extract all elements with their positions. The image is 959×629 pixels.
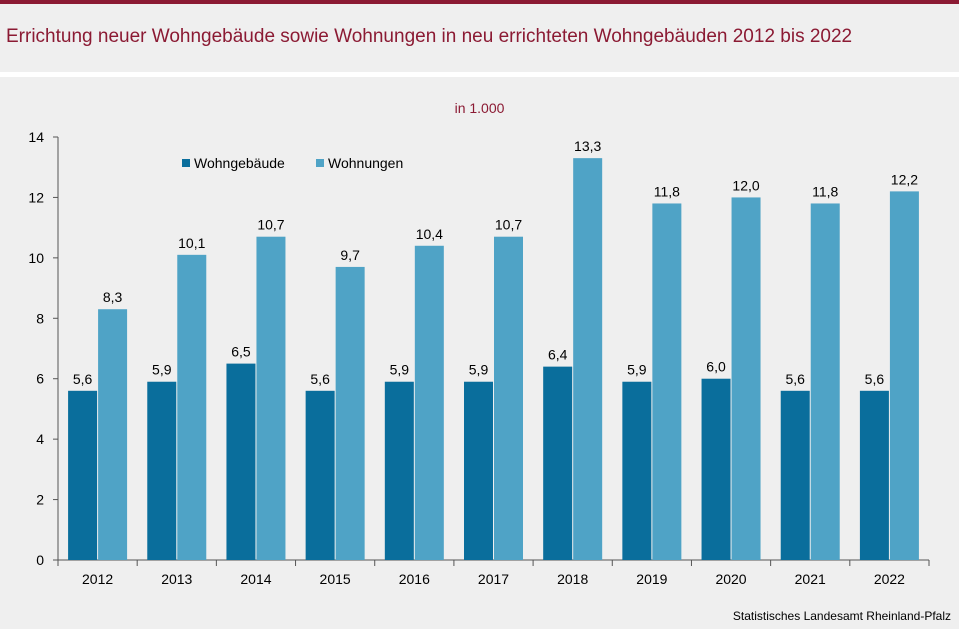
data-label: 10,4 [416, 226, 443, 242]
data-label: 6,5 [231, 344, 251, 360]
bar-wohngebaeude [859, 390, 889, 560]
bar-wohnungen [98, 309, 128, 560]
bar-wohnungen [414, 245, 444, 560]
y-tick-label: 14 [28, 129, 44, 145]
data-label: 12,0 [732, 177, 759, 193]
x-tick-label: 2016 [399, 571, 430, 587]
legend-label: Wohngebäude [194, 155, 285, 171]
data-label: 5,9 [390, 362, 410, 378]
data-label: 10,7 [495, 217, 522, 233]
data-label: 9,7 [340, 247, 360, 263]
x-tick-label: 2020 [715, 571, 746, 587]
y-tick-label: 0 [36, 552, 44, 568]
bar-wohnungen [731, 197, 761, 560]
data-label: 5,6 [865, 371, 885, 387]
bar-wohngebaeude [147, 381, 177, 560]
source-note: Statistisches Landesamt Rheinland-Pfalz [732, 609, 951, 623]
y-tick-label: 10 [28, 250, 44, 266]
x-tick-label: 2015 [320, 571, 351, 587]
x-tick-label: 2022 [874, 571, 905, 587]
x-tick-label: 2018 [557, 571, 588, 587]
bar-wohngebaeude [305, 390, 335, 560]
x-tick-label: 2014 [240, 571, 271, 587]
bar-wohngebaeude [780, 390, 810, 560]
bar-wohnungen [889, 191, 919, 560]
legend-label: Wohnungen [328, 155, 403, 171]
chart-subtitle: in 1.000 [454, 100, 505, 116]
data-label: 6,0 [706, 359, 726, 375]
data-label: 5,6 [310, 371, 330, 387]
data-label: 5,9 [627, 362, 647, 378]
top-accent-rule [0, 0, 959, 4]
bar-wohnungen [177, 254, 207, 561]
data-label: 5,9 [469, 362, 489, 378]
y-tick-label: 2 [36, 492, 44, 508]
data-label: 13,3 [574, 138, 601, 154]
bar-wohnungen [573, 158, 603, 560]
bar-wohnungen [652, 203, 682, 560]
data-label: 11,8 [654, 183, 680, 199]
y-tick-label: 6 [36, 371, 44, 387]
data-label: 11,8 [812, 183, 838, 199]
data-label: 10,7 [257, 217, 284, 233]
y-tick-label: 8 [36, 310, 44, 326]
data-label: 5,6 [785, 371, 805, 387]
x-tick-label: 2017 [478, 571, 509, 587]
page-title: Errichtung neuer Wohngebäude sowie Wohnu… [6, 26, 853, 47]
data-label: 5,6 [73, 371, 93, 387]
data-label: 12,2 [891, 171, 918, 187]
bar-wohnungen [335, 266, 365, 560]
y-tick-label: 4 [36, 431, 44, 447]
bar-wohnungen [810, 203, 840, 560]
x-tick-label: 2013 [161, 571, 192, 587]
data-label: 5,9 [152, 362, 172, 378]
bar-wohngebaeude [543, 366, 573, 560]
legend-swatch [182, 159, 190, 167]
legend-swatch [316, 159, 324, 167]
bar-wohngebaeude [622, 381, 652, 560]
title-separator [0, 72, 959, 77]
bar-wohnungen [256, 236, 286, 560]
y-tick-label: 12 [28, 189, 44, 205]
bar-wohngebaeude [464, 381, 493, 560]
bar-wohngebaeude [68, 390, 98, 560]
data-label: 8,3 [103, 289, 123, 305]
x-tick-label: 2019 [636, 571, 667, 587]
bar-wohngebaeude [384, 381, 414, 560]
bar-wohngebaeude [226, 363, 256, 560]
x-tick-label: 2012 [82, 571, 113, 587]
bar-wohnungen [494, 236, 523, 560]
data-label: 10,1 [178, 235, 205, 251]
data-label: 6,4 [548, 347, 568, 363]
x-tick-label: 2021 [795, 571, 826, 587]
bar-wohngebaeude [701, 378, 731, 560]
